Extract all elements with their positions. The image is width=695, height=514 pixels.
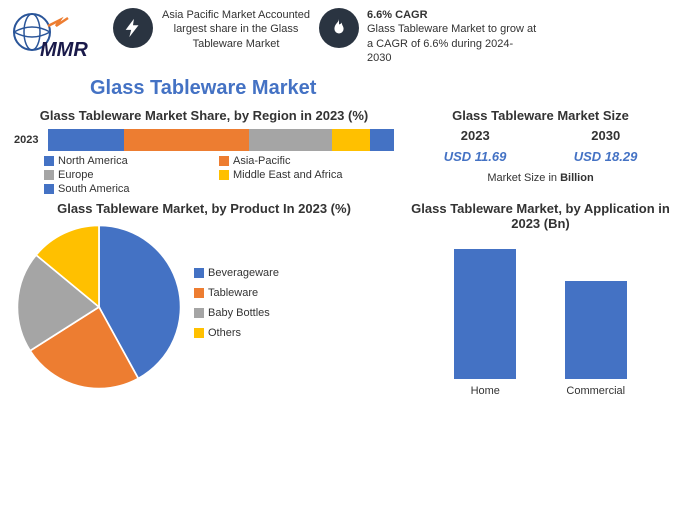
size-val-1: USD 11.69 bbox=[444, 149, 507, 164]
legend-item: Tableware bbox=[194, 287, 279, 299]
legend-item: Europe bbox=[44, 169, 219, 181]
stack-segment bbox=[48, 129, 124, 151]
header-fact-1: Asia Pacific Market Accounted largest sh… bbox=[161, 8, 311, 51]
legend-swatch bbox=[44, 156, 54, 166]
bar bbox=[454, 249, 516, 379]
legend-swatch bbox=[194, 328, 204, 338]
legend-item: North America bbox=[44, 155, 219, 167]
legend-swatch bbox=[219, 170, 229, 180]
legend-label: Asia-Pacific bbox=[233, 155, 290, 167]
legend-swatch bbox=[44, 184, 54, 194]
legend-label: North America bbox=[58, 155, 128, 167]
size-val-2: USD 18.29 bbox=[574, 149, 638, 164]
legend-label: Baby Bottles bbox=[208, 307, 270, 319]
legend-label: Others bbox=[208, 327, 241, 339]
size-year-2: 2030 bbox=[591, 128, 620, 143]
bolt-icon bbox=[113, 8, 153, 48]
bar-column: Home bbox=[454, 249, 516, 397]
header: MMR Asia Pacific Market Accounted larges… bbox=[0, 0, 695, 73]
page-title: Glass Tableware Market bbox=[0, 73, 695, 108]
bar-chart: Home Commercial bbox=[400, 237, 681, 397]
legend-swatch bbox=[44, 170, 54, 180]
header-fact-2: 6.6% CAGR Glass Tableware Market to grow… bbox=[367, 8, 537, 65]
stack-segment bbox=[124, 129, 249, 151]
mmr-logo: MMR bbox=[10, 8, 105, 60]
legend-item: Middle East and Africa bbox=[219, 169, 394, 181]
legend-swatch bbox=[194, 308, 204, 318]
legend-item: South America bbox=[44, 183, 219, 195]
pie-legend: Beverageware Tableware Baby Bottles Others bbox=[194, 267, 279, 347]
legend-item: Asia-Pacific bbox=[219, 155, 394, 167]
bar-label: Commercial bbox=[566, 385, 625, 397]
pie-chart bbox=[14, 222, 184, 392]
svg-text:MMR: MMR bbox=[40, 39, 88, 60]
pie-chart-section: Glass Tableware Market, by Product In 20… bbox=[14, 201, 394, 397]
size-note: Market Size in Billion bbox=[410, 172, 671, 184]
bar-column: Commercial bbox=[565, 281, 627, 397]
share-chart: Glass Tableware Market Share, by Region … bbox=[14, 108, 394, 195]
legend-item: Others bbox=[194, 327, 279, 339]
bar-title: Glass Tableware Market, by Application i… bbox=[400, 201, 681, 231]
stack-segment bbox=[332, 129, 370, 151]
size-year-1: 2023 bbox=[461, 128, 490, 143]
share-chart-title: Glass Tableware Market Share, by Region … bbox=[14, 108, 394, 123]
size-title: Glass Tableware Market Size bbox=[410, 108, 671, 124]
flame-icon bbox=[319, 8, 359, 48]
stacked-bar bbox=[48, 129, 394, 151]
legend-label: Europe bbox=[58, 169, 93, 181]
bar bbox=[565, 281, 627, 379]
cagr-title: 6.6% CAGR bbox=[367, 9, 428, 21]
bar-chart-section: Glass Tableware Market, by Application i… bbox=[400, 201, 681, 397]
pie-title: Glass Tableware Market, by Product In 20… bbox=[14, 201, 394, 216]
legend-swatch bbox=[219, 156, 229, 166]
legend-label: South America bbox=[58, 183, 130, 195]
legend-swatch bbox=[194, 268, 204, 278]
legend-label: Beverageware bbox=[208, 267, 279, 279]
legend-label: Middle East and Africa bbox=[233, 169, 342, 181]
cagr-text: Glass Tableware Market to grow at a CAGR… bbox=[367, 23, 536, 64]
share-year-label: 2023 bbox=[14, 134, 44, 146]
legend-item: Baby Bottles bbox=[194, 307, 279, 319]
market-size-box: Glass Tableware Market Size 2023 2030 US… bbox=[400, 108, 681, 195]
stack-segment bbox=[249, 129, 332, 151]
share-legend: North America Asia-Pacific Europe Middle Ea… bbox=[14, 155, 394, 195]
legend-swatch bbox=[194, 288, 204, 298]
stack-segment bbox=[370, 129, 394, 151]
bar-label: Home bbox=[471, 385, 500, 397]
legend-item: Beverageware bbox=[194, 267, 279, 279]
legend-label: Tableware bbox=[208, 287, 258, 299]
